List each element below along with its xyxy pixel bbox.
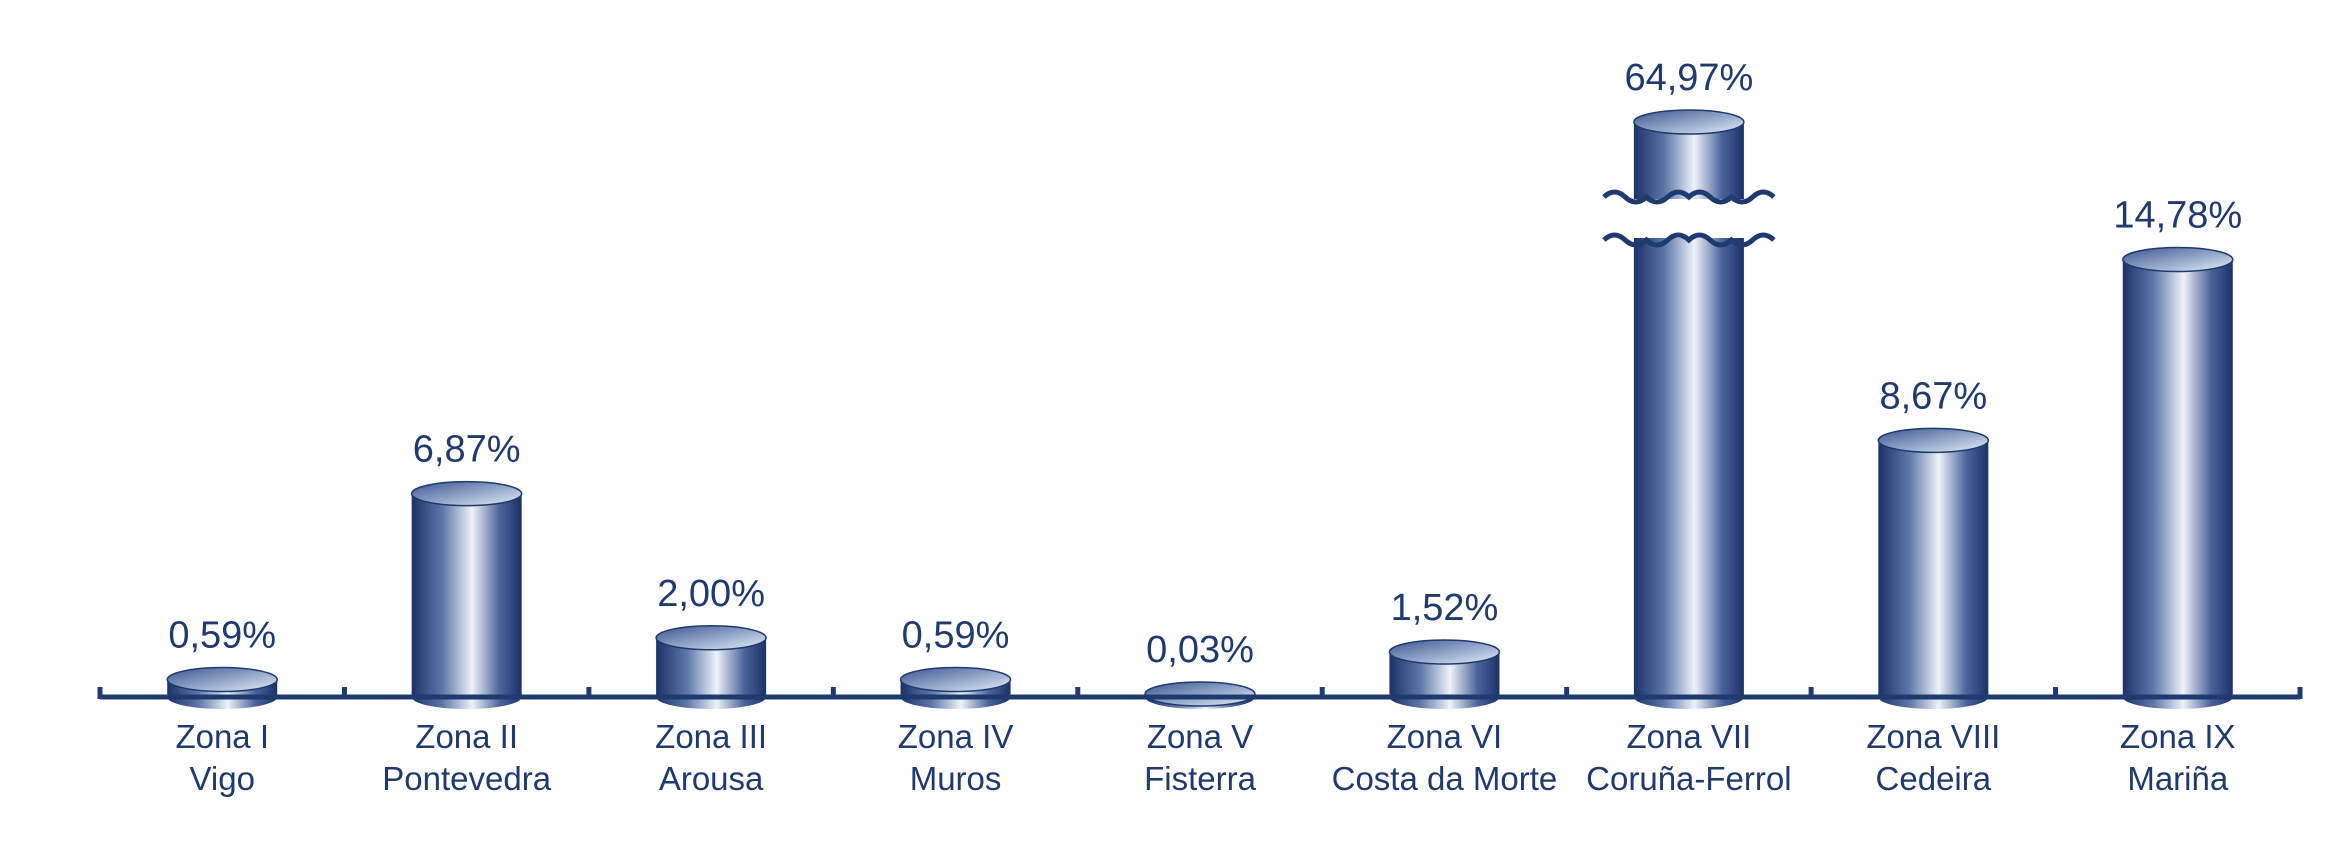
x-tick-label: Zona IV Muros — [898, 718, 1014, 797]
x-tick-label-line: Zona VIII — [1866, 718, 2000, 755]
x-tick-label-line: Fisterra — [1144, 760, 1256, 797]
x-tick-label-line: Cedeira — [1876, 760, 1992, 797]
x-tick-label-line: Zona I — [175, 718, 269, 755]
x-tick-label-line: Muros — [910, 760, 1002, 797]
bar — [166, 666, 278, 709]
labels-group: 0,59% Zona I Vigo 6,87% Zona II Pontevedra 2,0… — [168, 57, 2242, 797]
x-tick-label-line: Zona V — [1147, 718, 1253, 755]
x-tick-label-line: Zona II — [415, 718, 518, 755]
bar-top — [899, 666, 1012, 693]
data-label: 6,87% — [413, 429, 521, 471]
x-tick-label-line: Zona VII — [1627, 718, 1752, 755]
x-tick-label-line: Zona III — [655, 718, 767, 755]
x-tick-label: Zona I Vigo — [175, 718, 269, 797]
bar-body — [411, 493, 522, 697]
bar-body — [2122, 259, 2233, 697]
data-label: 0,03% — [1146, 629, 1254, 671]
bars-group — [166, 109, 2234, 709]
x-tick-label-line: Zona IX — [2120, 718, 2236, 755]
x-tick-label: Zona VI Costa da Morte — [1332, 718, 1558, 797]
bar-top — [655, 625, 767, 651]
x-tick-label-line: Costa da Morte — [1332, 760, 1558, 797]
bar — [2122, 246, 2234, 709]
axis-break-mark — [1602, 232, 1776, 248]
x-tick-label-line: Mariña — [2127, 760, 2229, 797]
bar — [1388, 639, 1501, 709]
bar-top — [1388, 639, 1501, 665]
data-label: 0,59% — [168, 615, 276, 657]
axis-break-mark — [1602, 189, 1776, 205]
x-tick-label: Zona IX Mariña — [2120, 718, 2236, 797]
x-tick-label-line: Zona VI — [1387, 718, 1503, 755]
data-label: 14,78% — [2113, 195, 2242, 237]
x-axis — [97, 687, 2303, 700]
x-tick-label: Zona VII Coruña-Ferrol — [1586, 718, 1791, 797]
bar-top — [1144, 681, 1256, 707]
x-tick-label: Zona III Arousa — [655, 718, 767, 797]
x-tick-label-line: Vigo — [189, 760, 254, 797]
data-label: 1,52% — [1391, 587, 1499, 629]
data-label: 2,00% — [657, 573, 765, 615]
bar-top — [1877, 427, 1990, 454]
bar — [410, 480, 523, 709]
bar-top — [2122, 246, 2234, 273]
bar — [655, 625, 767, 709]
bar — [899, 666, 1012, 709]
bar-top — [166, 666, 278, 693]
axis-break-gap — [1631, 199, 1746, 238]
bar-top — [1633, 109, 1745, 135]
x-tick-label: Zona II Pontevedra — [382, 718, 551, 797]
bar-body — [1878, 440, 1989, 697]
bar — [1602, 109, 1776, 709]
x-tick-label: Zona VIII Cedeira — [1866, 718, 2000, 797]
x-tick-label-line: Arousa — [659, 760, 764, 797]
x-tick-label-line: Zona IV — [898, 718, 1014, 755]
data-label: 0,59% — [902, 615, 1010, 657]
x-tick-label: Zona V Fisterra — [1144, 718, 1256, 797]
x-tick-label-line: Coruña-Ferrol — [1586, 760, 1791, 797]
data-label: 8,67% — [1879, 375, 1987, 417]
x-tick-label-line: Pontevedra — [382, 760, 551, 797]
bar — [1877, 427, 1990, 709]
bar-top — [410, 480, 523, 507]
data-label: 64,97% — [1624, 57, 1753, 99]
